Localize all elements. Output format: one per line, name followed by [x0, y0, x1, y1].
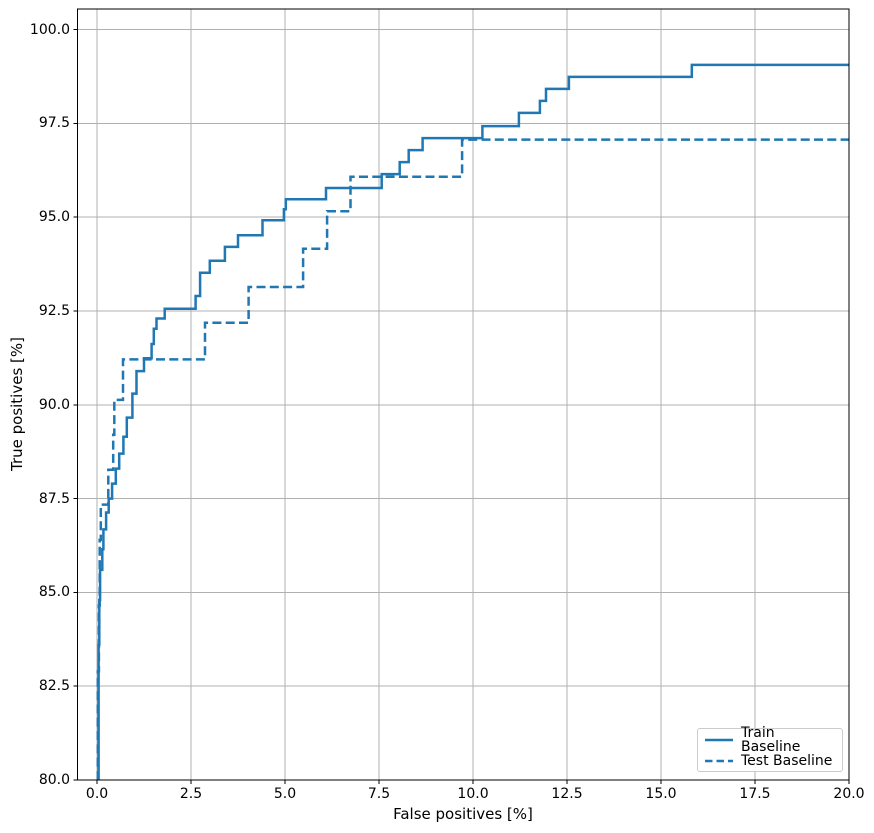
test-line-swatch-icon	[705, 759, 733, 762]
x-tick-label: 2.5	[179, 786, 203, 802]
x-tick-label: 10.0	[457, 786, 489, 802]
x-tick-label: 5.0	[273, 786, 297, 802]
y-tick-label: 80.0	[38, 772, 70, 788]
legend-item-train-baseline: Train Baseline	[705, 726, 835, 754]
y-tick-label: 92.5	[38, 303, 70, 320]
test-baseline-line	[96, 138, 849, 780]
y-tick-label: 95.0	[38, 209, 70, 226]
x-tick-label: 0.0	[85, 786, 109, 802]
x-tick-label: 20.0	[833, 786, 865, 802]
y-tick-label: 85.0	[38, 584, 70, 601]
x-tick-label: 12.5	[551, 786, 583, 802]
legend: Train Baseline Test Baseline	[697, 726, 843, 772]
axes-spines	[77, 8, 850, 781]
x-tick-label: 15.0	[645, 786, 677, 802]
x-tick-label: 7.5	[367, 786, 391, 802]
x-axis-title: False positives [%]	[393, 805, 533, 823]
y-tick-label: 87.5	[38, 490, 70, 507]
y-tick-label: 90.0	[38, 396, 70, 413]
train-line-swatch-icon	[705, 738, 733, 741]
legend-label-test: Test Baseline	[741, 752, 833, 769]
y-tick-label: 100.0	[29, 21, 70, 38]
legend-item-test-baseline: Test Baseline	[705, 751, 835, 770]
y-tick-label: 97.5	[38, 115, 70, 132]
train-baseline-line	[97, 63, 849, 780]
y-tick-label: 82.5	[38, 678, 70, 695]
x-tick-label: 17.5	[739, 786, 771, 802]
legend-label-train: Train Baseline	[741, 724, 801, 755]
